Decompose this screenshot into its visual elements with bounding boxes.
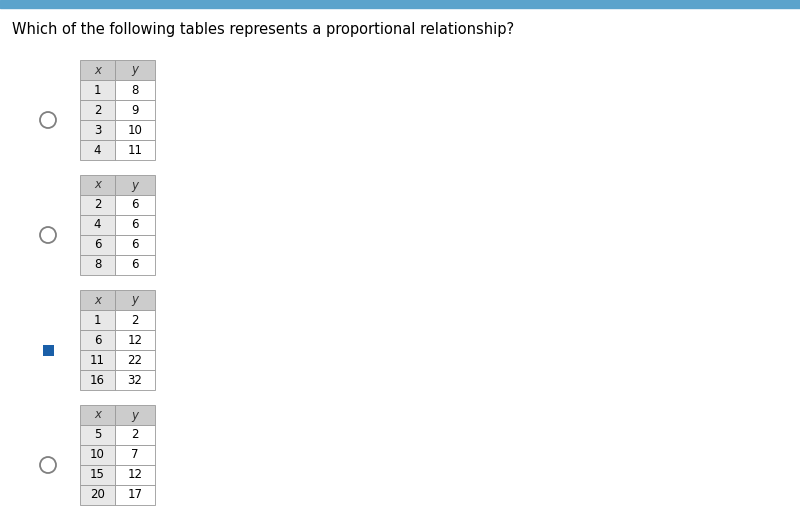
Bar xyxy=(80,235,115,255)
Text: 32: 32 xyxy=(127,374,142,386)
Bar xyxy=(115,80,155,100)
Text: 12: 12 xyxy=(127,469,142,482)
Text: x: x xyxy=(94,408,101,422)
Text: 4: 4 xyxy=(94,219,102,231)
Bar xyxy=(80,175,115,195)
Text: 5: 5 xyxy=(94,428,101,442)
Text: 3: 3 xyxy=(94,123,101,136)
Bar xyxy=(115,310,155,330)
Bar xyxy=(80,195,115,215)
Bar xyxy=(80,350,115,370)
Text: 10: 10 xyxy=(127,123,142,136)
Bar xyxy=(80,290,115,310)
Bar xyxy=(115,350,155,370)
Bar xyxy=(115,255,155,275)
Text: Which of the following tables represents a proportional relationship?: Which of the following tables represents… xyxy=(12,22,514,37)
Bar xyxy=(115,140,155,160)
Text: 11: 11 xyxy=(127,143,142,157)
Bar xyxy=(115,235,155,255)
Text: 11: 11 xyxy=(90,354,105,366)
Bar xyxy=(80,370,115,390)
Text: 4: 4 xyxy=(94,143,102,157)
Text: 1: 1 xyxy=(94,314,102,327)
Bar xyxy=(115,100,155,120)
Bar xyxy=(0,0,800,8)
Bar xyxy=(80,425,115,445)
Text: 6: 6 xyxy=(131,199,138,211)
Text: y: y xyxy=(131,408,138,422)
Text: 12: 12 xyxy=(127,334,142,346)
Bar xyxy=(115,465,155,485)
Text: 9: 9 xyxy=(131,103,138,116)
Bar xyxy=(80,330,115,350)
Text: 2: 2 xyxy=(94,103,102,116)
Text: 6: 6 xyxy=(131,239,138,251)
Bar xyxy=(115,290,155,310)
Bar xyxy=(80,485,115,505)
Text: y: y xyxy=(131,63,138,76)
Bar xyxy=(115,60,155,80)
Bar xyxy=(80,465,115,485)
Bar xyxy=(80,140,115,160)
Text: x: x xyxy=(94,63,101,76)
Bar xyxy=(80,310,115,330)
Text: 20: 20 xyxy=(90,489,105,502)
Bar xyxy=(80,100,115,120)
Text: 15: 15 xyxy=(90,469,105,482)
Text: x: x xyxy=(94,179,101,191)
Text: x: x xyxy=(94,294,101,307)
Bar xyxy=(80,120,115,140)
Bar xyxy=(115,405,155,425)
Text: 6: 6 xyxy=(94,334,102,346)
Text: 10: 10 xyxy=(90,448,105,462)
Text: 7: 7 xyxy=(131,448,138,462)
Bar xyxy=(115,330,155,350)
Bar xyxy=(115,445,155,465)
Text: y: y xyxy=(131,294,138,307)
Text: 2: 2 xyxy=(131,314,138,327)
Text: 1: 1 xyxy=(94,83,102,96)
Text: y: y xyxy=(131,179,138,191)
Text: 8: 8 xyxy=(131,83,138,96)
Text: 16: 16 xyxy=(90,374,105,386)
Bar xyxy=(115,370,155,390)
Bar xyxy=(80,80,115,100)
Text: 2: 2 xyxy=(131,428,138,442)
Text: 6: 6 xyxy=(94,239,102,251)
Text: 8: 8 xyxy=(94,259,101,271)
Bar xyxy=(115,485,155,505)
Bar xyxy=(115,425,155,445)
Bar xyxy=(42,345,54,356)
Text: 22: 22 xyxy=(127,354,142,366)
Bar xyxy=(115,215,155,235)
Bar xyxy=(115,195,155,215)
Bar xyxy=(80,255,115,275)
Bar xyxy=(80,445,115,465)
Bar xyxy=(115,120,155,140)
Bar xyxy=(115,175,155,195)
Bar xyxy=(80,405,115,425)
Bar xyxy=(80,60,115,80)
Text: 17: 17 xyxy=(127,489,142,502)
Text: 2: 2 xyxy=(94,199,102,211)
Text: 6: 6 xyxy=(131,219,138,231)
Bar xyxy=(80,215,115,235)
Text: 6: 6 xyxy=(131,259,138,271)
